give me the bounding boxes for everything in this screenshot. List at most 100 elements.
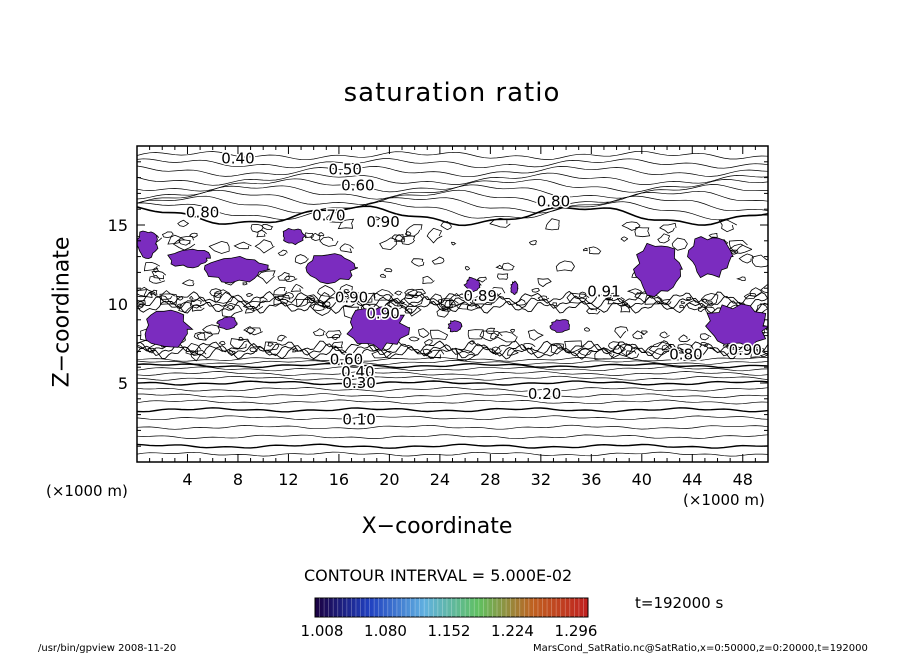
contour-label: 0.80: [669, 346, 702, 364]
contour-line: [137, 172, 768, 186]
contour-line: [257, 270, 276, 284]
contour-line: [422, 275, 435, 284]
contour-line: [537, 278, 552, 288]
contour-line: [137, 424, 768, 430]
supersaturated-region: [510, 280, 519, 296]
contour-line: [404, 308, 413, 314]
contour-line: [388, 297, 408, 310]
contour-line: [137, 362, 768, 369]
contour-line: [137, 443, 768, 449]
contour-line: [306, 297, 316, 303]
contour-interval-label: CONTOUR INTERVAL = 5.000E-02: [304, 566, 573, 585]
contour-line: [507, 347, 519, 356]
contour-line: [455, 348, 477, 362]
contour-line: [316, 285, 336, 297]
contour-line: [371, 349, 392, 359]
y-axis-label: Z−coordinate: [49, 236, 75, 388]
contour-line: [218, 340, 226, 346]
contour-line: [137, 371, 768, 376]
colorbar-tick-label: 1.008: [300, 622, 344, 640]
contour-line: [277, 334, 287, 342]
contour-line: [312, 328, 326, 337]
contour-line: [325, 212, 346, 223]
x-tick-label: 48: [733, 470, 753, 489]
contour-line: [137, 434, 768, 440]
contour-line: [622, 301, 629, 306]
contour-line: [267, 342, 274, 347]
contour-line: [137, 300, 768, 314]
contour-line: [550, 342, 567, 355]
contour-line: [263, 341, 280, 351]
contour-line: [594, 348, 615, 360]
contour-line: [273, 294, 291, 306]
contour-line: [431, 256, 445, 265]
contour-line: [614, 326, 629, 339]
contour-line: [319, 236, 339, 247]
supersaturated-region: [705, 303, 768, 349]
contour-line: [148, 275, 166, 284]
contour-line: [137, 150, 768, 161]
contour-line: [626, 288, 642, 295]
contour-line: [310, 232, 321, 242]
contour-line: [178, 235, 194, 246]
contour-line: [189, 295, 194, 300]
contour-line: [325, 330, 342, 339]
contour-line: [209, 288, 222, 297]
x-tick-label: 44: [682, 470, 702, 489]
contour-line: [463, 294, 475, 301]
contour-line: [383, 268, 393, 273]
contour-line: [137, 201, 768, 221]
z-unit-label: (×1000 m): [46, 482, 128, 500]
contour-line: [277, 249, 288, 256]
contour-label: 0.90: [366, 304, 399, 322]
contour-line: [161, 231, 174, 239]
contour-line: [634, 226, 651, 238]
contour-label: 0.80: [186, 203, 219, 221]
contour-line: [137, 366, 768, 372]
contour-line: [160, 290, 176, 300]
colorbar-tick-label: 1.080: [364, 622, 407, 640]
contour-line: [229, 338, 251, 350]
contour-line: [680, 301, 686, 305]
contour-line: [245, 292, 254, 297]
contour-line: [621, 221, 641, 231]
supersaturated-region: [144, 309, 194, 348]
contour-line: [743, 292, 757, 300]
contour-line: [261, 223, 274, 230]
contour-line: [259, 296, 268, 304]
x-tick-label: 16: [329, 470, 349, 489]
footer-program-date: /usr/bin/gpview 2008-11-20: [38, 643, 177, 654]
contour-line: [577, 348, 594, 356]
contour-line: [450, 241, 457, 246]
contour-label: 0.90: [729, 341, 762, 359]
contour-line: [564, 340, 585, 353]
contour-line: [495, 264, 503, 269]
contour-line: [172, 239, 196, 251]
contour-line: [509, 328, 516, 333]
contour-line: [394, 290, 403, 296]
contour-line: [679, 304, 685, 309]
contour-line: [659, 331, 670, 339]
contour-line: [718, 219, 737, 233]
x-tick-label: 12: [278, 470, 298, 489]
contour-line: [677, 343, 694, 355]
contour-line: [137, 356, 768, 362]
contour-line: [137, 380, 768, 386]
contour-line: [317, 292, 333, 304]
contour-line: [137, 178, 768, 193]
contour-line: [588, 246, 602, 255]
contour-line: [373, 216, 381, 221]
contour-line: [501, 262, 515, 271]
colorbar-tick-label: 1.152: [427, 622, 471, 640]
contour-line: [379, 273, 386, 278]
contour-line: [578, 291, 587, 299]
supersaturated-region: [305, 253, 359, 285]
supersaturated-region: [687, 236, 734, 279]
contour-line: [196, 331, 213, 341]
contour-line: [137, 375, 768, 381]
contour-line: [552, 302, 558, 307]
contour-line: [605, 295, 614, 300]
contour-line: [249, 347, 258, 353]
contour-line: [620, 305, 631, 313]
supersaturated-region: [346, 306, 411, 352]
